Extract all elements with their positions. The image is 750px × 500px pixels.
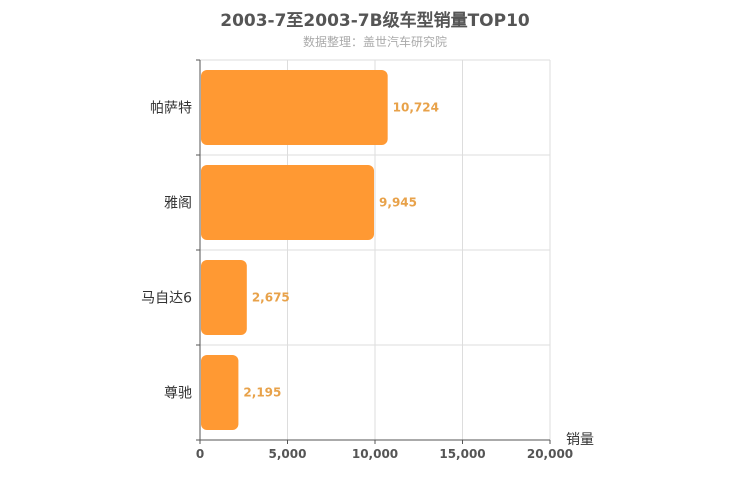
y-tick-label: 马自达6 <box>141 291 192 307</box>
bar <box>201 355 239 430</box>
y-tick-label: 帕萨特 <box>150 101 192 117</box>
x-tick-label: 0 <box>196 447 204 461</box>
x-tick-label: 10,000 <box>352 447 398 461</box>
bar <box>201 70 388 145</box>
y-tick-label: 雅阁 <box>164 196 192 212</box>
data-label: 2,675 <box>252 291 290 305</box>
chart-title: 2003-7至2003-7B级车型销量TOP10 <box>220 11 530 31</box>
y-tick-label: 尊驰 <box>164 385 192 402</box>
chart-subtitle: 数据整理：盖世汽车研究院 <box>302 35 447 49</box>
bar <box>201 260 247 335</box>
data-label: 2,195 <box>243 386 281 400</box>
data-label: 9,945 <box>379 196 417 210</box>
x-tick-label: 5,000 <box>269 447 307 461</box>
data-label: 10,724 <box>393 101 439 115</box>
bar <box>201 165 375 240</box>
x-tick-label: 20,000 <box>527 447 573 461</box>
x-tick-label: 15,000 <box>439 447 485 461</box>
bars: 10,724 9,945 2,675 2,195 <box>201 70 439 430</box>
x-axis-title: 销量 <box>566 432 594 448</box>
